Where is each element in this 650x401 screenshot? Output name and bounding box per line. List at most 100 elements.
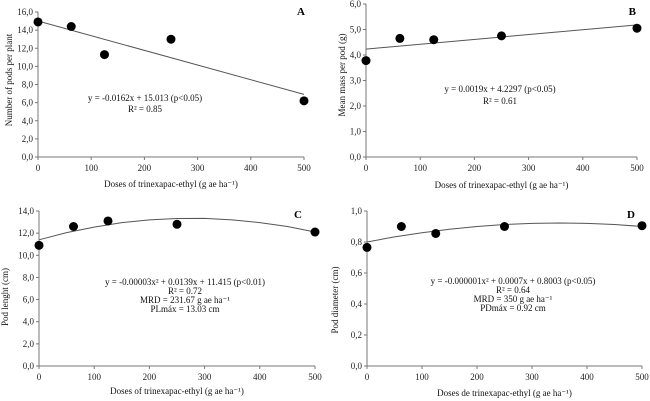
y-tick-label: 1,0 — [350, 127, 362, 137]
data-point — [362, 242, 372, 252]
x-axis-title: Doses de trinexapac-ethyl (g ae ha⁻¹) — [437, 388, 572, 398]
regression-annotation: MRD = 231.67 g ae ha⁻¹ — [140, 295, 230, 305]
data-point — [100, 50, 109, 60]
x-tick-label: 200 — [143, 372, 157, 382]
x-tick-label: 300 — [522, 163, 536, 173]
panel-label: D — [627, 209, 635, 221]
data-point — [166, 34, 176, 44]
y-axis-title: Pod diameter (cm) — [330, 267, 340, 334]
y-tick-label: 5,0 — [350, 25, 362, 35]
data-point — [361, 56, 371, 66]
x-tick-label: 100 — [415, 372, 429, 382]
y-tick-label: 6,0 — [350, 0, 362, 9]
y-tick-label: 0,0 — [22, 152, 34, 162]
x-tick-label: 300 — [198, 372, 212, 382]
y-tick-label: 12,0 — [18, 228, 34, 238]
x-tick-label: 0 — [364, 163, 369, 173]
panel-b: 0,0 1,0 2,0 3,0 4,0 5,0 6,0 0 100 200 300 400 500 Dos… — [337, 0, 644, 190]
x-tick-label: 400 — [253, 372, 267, 382]
y-tick-label: 16,0 — [17, 7, 33, 17]
data-point — [172, 219, 182, 229]
y-tick-label: 8,0 — [22, 80, 34, 90]
y-tick-label: 1,0 — [351, 206, 363, 216]
x-tick-label: 500 — [297, 163, 311, 173]
y-tick-label: 0,6 — [351, 268, 363, 278]
x-tick-label: 500 — [308, 372, 322, 382]
y-tick-label: 4,0 — [22, 116, 34, 126]
regression-annotation: R² = 0.64 — [496, 285, 531, 295]
regression-annotation: y = 0.0019x + 4.2297 (p<0.05) — [444, 84, 555, 94]
y-tick-label: 10,0 — [17, 61, 33, 71]
x-tick-label: 300 — [525, 372, 539, 382]
x-tick-label: 300 — [191, 163, 205, 173]
x-tick-label: 0 — [36, 163, 41, 173]
x-tick-label: 200 — [138, 163, 152, 173]
y-tick-label: 8,0 — [23, 272, 35, 282]
panel-label: A — [297, 6, 305, 18]
data-point — [34, 240, 44, 250]
y-axis-title: Number of pods per plant — [4, 33, 14, 126]
y-tick-label: 14,0 — [18, 206, 34, 216]
x-tick-label: 500 — [635, 372, 649, 382]
y-tick-label: 0,4 — [351, 299, 363, 309]
panel-d: 0,0 0,2 0,4 0,6 0,8 1,0 0 100 200 300 400 500 Doses … — [330, 206, 649, 398]
y-axis-title: Pod lenght (cm) — [0, 268, 10, 326]
regression-annotation: y = -0.00003x² + 0.0139x + 11.415 (p<0.0… — [105, 277, 265, 287]
y-axis-title: Mean mass per pod (g) — [337, 34, 347, 117]
regression-annotation: R² = 0.85 — [128, 104, 163, 114]
regression-annotation: PLmáx = 13.03 cm — [150, 304, 219, 314]
x-tick-label: 100 — [87, 372, 101, 382]
regression-annotation: y = -0.0162x + 15.013 (p<0.05) — [88, 93, 202, 103]
y-tick-label: 4,0 — [350, 50, 362, 60]
data-point — [310, 227, 320, 237]
data-point — [632, 23, 642, 33]
regression-annotation: R² = 0.72 — [168, 286, 202, 296]
y-tick-label: 0,0 — [350, 152, 362, 162]
y-tick-label: 2,0 — [22, 134, 34, 144]
y-tick-label: 4,0 — [23, 317, 35, 327]
y-tick-label: 12,0 — [17, 43, 33, 53]
y-tick-label: 2,0 — [350, 101, 362, 111]
x-tick-label: 200 — [470, 372, 484, 382]
data-point — [431, 228, 441, 238]
trend-line — [38, 217, 316, 241]
x-tick-label: 100 — [413, 163, 427, 173]
panel-label: B — [629, 6, 637, 18]
panel-a: 0,0 2,0 4,0 6,0 8,0 10,0 12,0 14,0 16,0 0 100 200 30… — [4, 6, 311, 189]
y-tick-label: 3,0 — [350, 76, 362, 86]
data-point — [395, 33, 405, 43]
data-point — [33, 17, 43, 27]
x-axis-title: Doses of trinexapac-ethyl (g ae ha⁻¹) — [110, 386, 244, 396]
data-point — [396, 222, 406, 231]
x-tick-label: 0 — [37, 372, 42, 382]
y-tick-label: 0,2 — [351, 330, 362, 340]
data-point — [103, 216, 113, 226]
data-point — [500, 222, 509, 231]
data-point — [69, 222, 78, 231]
x-tick-label: 0 — [365, 372, 370, 382]
y-tick-label: 6,0 — [22, 98, 34, 108]
x-tick-label: 200 — [468, 163, 482, 173]
regression-annotation: y = -0.000001x² + 0.0007x + 0.8003 (p<0.… — [431, 276, 596, 286]
x-tick-label: 500 — [630, 163, 644, 173]
regression-annotation: MRD = 350 g ae ha⁻¹ — [474, 294, 553, 304]
regression-annotation: R² = 0.61 — [483, 96, 517, 106]
y-tick-label: 0,0 — [351, 361, 363, 371]
y-tick-label: 10,0 — [18, 250, 34, 260]
data-point — [299, 96, 309, 106]
panel-c: 0,0 2,0 4,0 6,0 8,0 10,0 12,0 14,0 0 100 200 300 400… — [0, 206, 322, 396]
data-point — [429, 35, 439, 45]
y-tick-label: 6,0 — [23, 295, 35, 305]
y-tick-label: 0,8 — [351, 237, 363, 247]
x-tick-label: 100 — [84, 163, 98, 173]
x-axis-title: Doses of trinexapac-ethyl (g ae ha⁻¹) — [435, 180, 569, 190]
data-point — [637, 221, 647, 231]
x-tick-label: 400 — [576, 163, 590, 173]
y-tick-label: 14,0 — [17, 25, 33, 35]
x-tick-label: 400 — [580, 372, 594, 382]
y-tick-label: 0,0 — [23, 361, 35, 371]
x-axis-title: Doses of trinexapac-ethyl (g ae ha⁻¹) — [104, 179, 238, 189]
data-point — [66, 22, 76, 31]
trend-line — [37, 20, 305, 95]
